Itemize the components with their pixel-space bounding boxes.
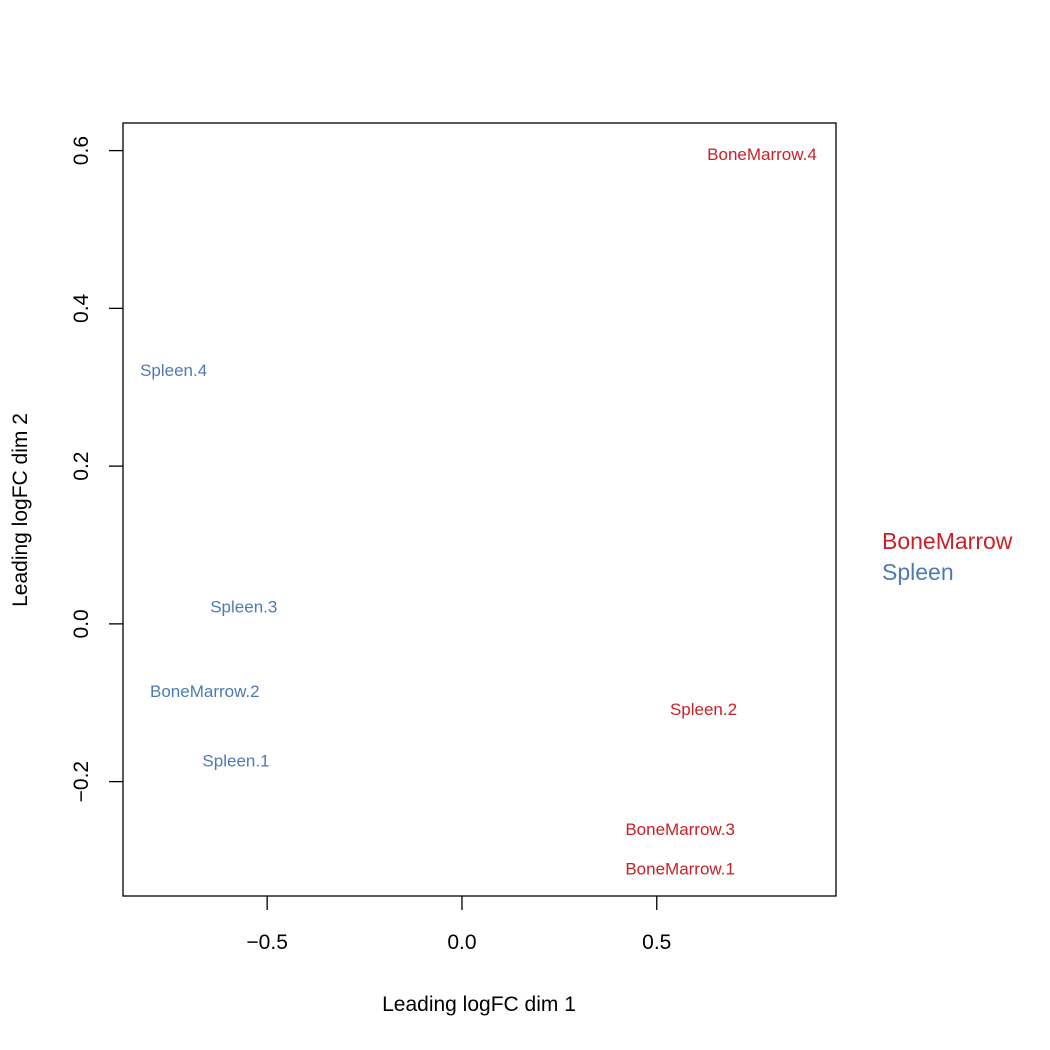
legend: BoneMarrow Spleen xyxy=(882,528,1013,585)
x-tick-label: 0.5 xyxy=(642,931,671,954)
point-label: Spleen.1 xyxy=(202,751,269,770)
point-label: Spleen.4 xyxy=(140,361,207,380)
legend-entry: BoneMarrow xyxy=(882,528,1013,554)
point-label: BoneMarrow.4 xyxy=(707,145,817,164)
legend-entry: Spleen xyxy=(882,559,954,585)
point-label: BoneMarrow.1 xyxy=(625,859,735,878)
x-tick-label: −0.5 xyxy=(246,931,287,954)
point-label: Spleen.2 xyxy=(670,700,737,719)
y-axis: −0.2 0.0 0.2 0.4 0.6 xyxy=(70,136,123,802)
y-tick-label: −0.2 xyxy=(70,761,93,802)
plot-frame xyxy=(122,122,837,897)
x-axis-label: Leading logFC dim 1 xyxy=(382,993,576,1016)
y-tick-label: 0.6 xyxy=(70,136,93,165)
point-labels: BoneMarrow.4 Spleen.4 Spleen.3 BoneMarrow.2… xyxy=(140,145,817,879)
x-axis: −0.5 0.0 0.5 xyxy=(246,896,671,954)
y-tick-label: 0.4 xyxy=(70,293,93,323)
point-label: BoneMarrow.3 xyxy=(625,820,735,839)
x-tick-label: 0.0 xyxy=(447,931,476,954)
y-axis-label: Leading logFC dim 2 xyxy=(9,413,32,607)
y-tick-label: 0.2 xyxy=(70,452,93,481)
y-tick-label: 0.0 xyxy=(70,609,93,638)
point-label: BoneMarrow.2 xyxy=(150,682,260,701)
point-label: Spleen.3 xyxy=(210,598,277,617)
